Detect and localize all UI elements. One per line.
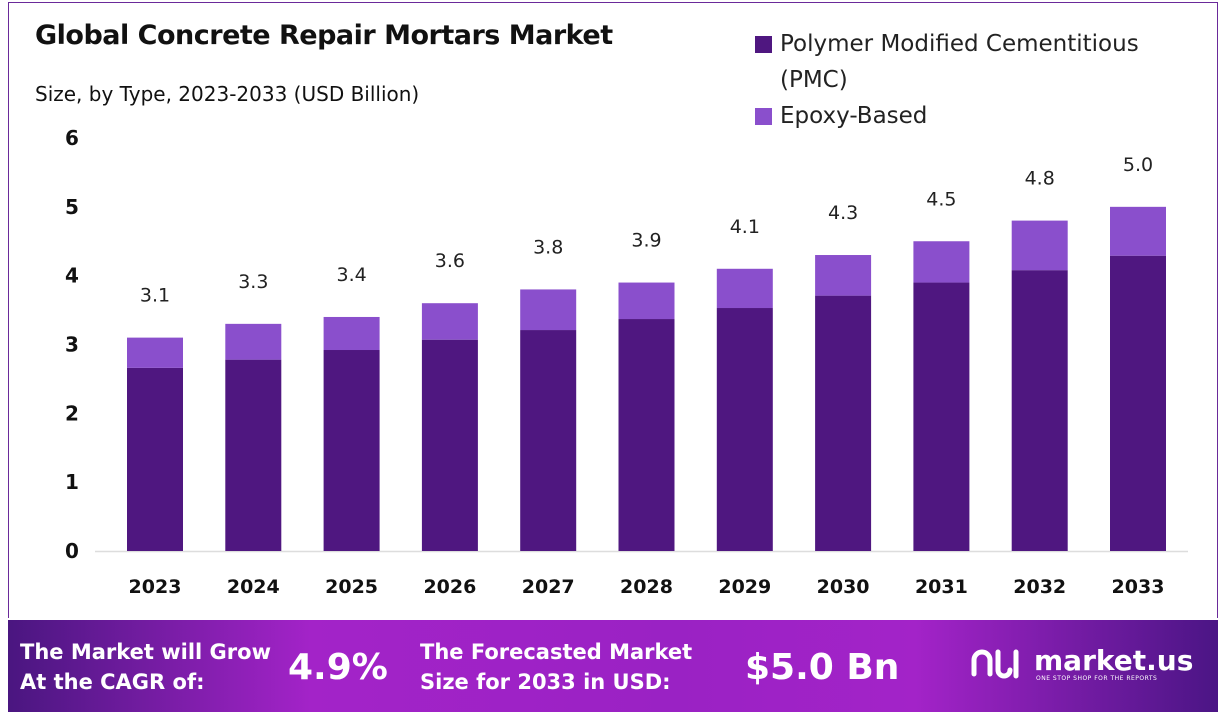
cagr-label-line-2: At the CAGR of: <box>20 670 205 694</box>
x-tick-label: 2023 <box>129 576 182 598</box>
data-label-total: 3.3 <box>238 271 268 293</box>
data-label-total: 3.8 <box>533 236 563 258</box>
bar-epoxy-2027 <box>520 289 577 331</box>
x-tick-label: 2025 <box>325 576 378 598</box>
bar-epoxy-2032 <box>1011 220 1068 271</box>
legend-label-pmc: Polymer Modified Cementitious (PMC) <box>780 31 1139 93</box>
data-label-total: 3.9 <box>631 230 661 252</box>
x-tick-label: 2028 <box>620 576 673 598</box>
x-tick-label: 2027 <box>522 576 575 598</box>
x-tick-label: 2029 <box>718 576 771 598</box>
bar-epoxy-2023 <box>127 337 183 368</box>
forecast-label-line-2: Size for 2033 in USD: <box>420 670 671 694</box>
footer-banner: The Market will Grow At the CAGR of: 4.9… <box>8 620 1218 712</box>
data-label-total: 4.1 <box>730 216 760 238</box>
bar-pmc-2025 <box>323 350 380 551</box>
data-label-total: 3.6 <box>435 250 465 272</box>
bar-epoxy-2025 <box>323 316 380 351</box>
bar-epoxy-2031 <box>913 241 970 283</box>
legend-swatch-epoxy <box>755 108 772 125</box>
bar-pmc-2027 <box>520 330 577 551</box>
y-tick-label: 3 <box>65 333 79 357</box>
data-label-total: 4.5 <box>926 188 956 210</box>
bar-pmc-2026 <box>421 339 478 551</box>
chart-frame <box>8 2 1218 618</box>
x-tick-label: 2033 <box>1112 576 1165 598</box>
y-tick-label: 6 <box>65 126 79 150</box>
bar-epoxy-2026 <box>421 303 478 340</box>
cagr-label-line-1: The Market will Grow <box>20 640 271 664</box>
cagr-value: 4.9% <box>288 647 388 688</box>
legend-label-epoxy: Epoxy-Based <box>780 103 928 129</box>
bar-pmc-2032 <box>1011 270 1068 551</box>
y-tick-label: 1 <box>65 470 79 494</box>
forecast-label-line-1: The Forecasted Market <box>420 640 693 664</box>
bar-epoxy-2028 <box>618 282 675 320</box>
legend: Polymer Modified Cementitious (PMC) Epox… <box>755 26 1190 134</box>
bar-chart: 0 1 2 3 4 5 6 3.1 2023 3.3 2024 3.4 2025 3.6 2026 3.8 20… <box>65 126 1188 598</box>
cagr-label: The Market will Grow At the CAGR of: <box>20 637 271 697</box>
x-tick-label: 2030 <box>817 576 870 598</box>
legend-swatch-pmc <box>755 36 772 53</box>
y-tick-label: 2 <box>65 401 79 425</box>
forecast-value: $5.0 Bn <box>745 647 900 688</box>
bar-epoxy-2029 <box>716 268 773 309</box>
data-label-total: 3.4 <box>336 264 366 286</box>
logo-tagline: ONE STOP SHOP FOR THE REPORTS <box>1036 674 1158 682</box>
logo-icon <box>971 649 1019 679</box>
x-tick-label: 2024 <box>227 576 280 598</box>
data-label-total: 4.3 <box>828 202 858 224</box>
y-tick-label: 5 <box>65 195 79 219</box>
y-tick-label: 4 <box>65 264 79 288</box>
forecast-label: The Forecasted Market Size for 2033 in U… <box>420 637 692 697</box>
chart-subtitle: Size, by Type, 2023-2033 (USD Billion) <box>35 82 420 106</box>
legend-item-epoxy: Epoxy-Based <box>755 98 1190 134</box>
bar-pmc-2031 <box>913 282 970 551</box>
bar-epoxy-2030 <box>815 255 872 296</box>
bar-epoxy-2033 <box>1110 206 1166 256</box>
bar-pmc-2024 <box>225 359 282 551</box>
x-tick-label: 2032 <box>1013 576 1066 598</box>
y-tick-label: 0 <box>65 539 79 563</box>
x-tick-label: 2031 <box>915 576 968 598</box>
logo-name: market.us <box>1034 643 1194 677</box>
bar-pmc-2030 <box>815 295 872 551</box>
bar-pmc-2023 <box>127 367 183 551</box>
chart-title: Global Concrete Repair Mortars Market <box>35 20 613 51</box>
bar-epoxy-2024 <box>225 323 282 360</box>
x-tick-label: 2026 <box>423 576 476 598</box>
data-label-total: 3.1 <box>140 285 170 307</box>
data-label-total: 4.8 <box>1025 168 1055 190</box>
legend-item-pmc: Polymer Modified Cementitious (PMC) <box>755 26 1190 98</box>
bar-pmc-2033 <box>1110 255 1166 551</box>
market-us-logo: market.us ONE STOP SHOP FOR THE REPORTS <box>968 644 1193 684</box>
bar-pmc-2029 <box>716 308 773 551</box>
bar-pmc-2028 <box>618 319 675 551</box>
data-label-total: 5.0 <box>1123 154 1153 176</box>
